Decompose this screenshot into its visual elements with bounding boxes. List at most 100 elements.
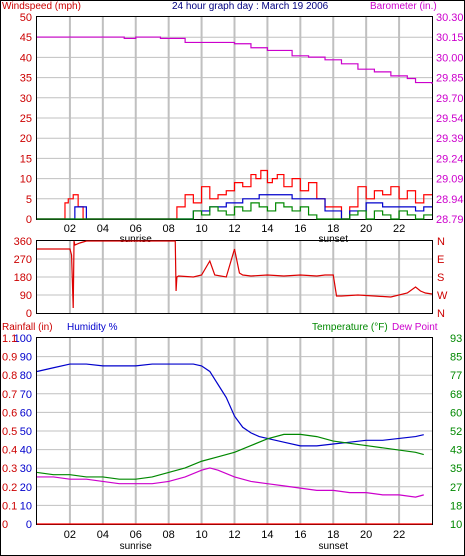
- temperature-tick-label: 85: [450, 352, 462, 364]
- humidity-tick-label: 100: [14, 333, 32, 345]
- rainfall-tick-label: 0.8: [2, 370, 17, 382]
- rainfall-tick-label: 0: [2, 519, 8, 531]
- panel1-right-tick-label: 30.15: [436, 32, 464, 44]
- chart-title: 24 hour graph day : March 19 2006: [172, 1, 329, 12]
- panel3-x-tick-label: 08: [163, 529, 175, 541]
- temperature-line: [36, 433, 424, 480]
- rainfall-tick-label: 0.5: [2, 426, 17, 438]
- dewpoint-line: [37, 467, 424, 498]
- panel1-left-tick-label: 50: [20, 12, 32, 24]
- temperature-axis-label: Temperature (°F): [312, 322, 388, 333]
- panel1-x-tick-label: 20: [360, 223, 372, 235]
- panel1-left-tick-label: 25: [20, 113, 32, 125]
- humidity-tick-label: 50: [20, 426, 32, 438]
- temperature-tick-label: 52: [450, 426, 462, 438]
- panel1-left-tick-label: 40: [20, 52, 32, 64]
- humidity-tick-label: 90: [20, 352, 32, 364]
- panel1-right-tick-label: 29.85: [436, 73, 464, 85]
- panel1-right-tick-label: 29.54: [436, 113, 464, 125]
- humidity-line: [36, 363, 424, 447]
- panel2-left-tick-label: 360: [14, 236, 32, 248]
- humidity-tick-label: 0: [26, 519, 32, 531]
- panel1-left-tick-label: 35: [20, 73, 32, 85]
- panel2-right-tick-label: S: [437, 272, 444, 284]
- panel1-left-tick-label: 30: [20, 93, 32, 105]
- panel1-x-tick-label: 04: [97, 223, 109, 235]
- panel1-sunset-label: sunset: [319, 234, 349, 245]
- panel1-right-tick-label: 29.09: [436, 174, 464, 186]
- panel1-right-tick-label: 29.70: [436, 93, 464, 105]
- panel3-x-tick-label: 14: [261, 529, 273, 541]
- temperature-tick-label: 10: [450, 519, 462, 531]
- barometer-line: [37, 36, 433, 84]
- panel3-x-tick-label: 16: [294, 529, 306, 541]
- panel1-right-tick-label: 28.79: [436, 214, 464, 226]
- panel1-left-tick-label: 45: [20, 32, 32, 44]
- panel1-left-tick-label: 0: [26, 214, 32, 226]
- rainfall-tick-label: 0.3: [2, 463, 17, 475]
- panel1-x-tick-label: 02: [64, 223, 76, 235]
- panel1-right-axis-label: Barometer (in.): [370, 1, 437, 12]
- temperature-tick-label: 18: [450, 500, 462, 512]
- temperature-tick-label: 43: [450, 445, 462, 457]
- panel1-left-tick-label: 20: [20, 133, 32, 145]
- temperature-tick-label: 93: [450, 333, 462, 345]
- rainfall-tick-label: 1.1: [2, 333, 17, 345]
- panel1-right-tick-label: 29.39: [436, 133, 464, 145]
- panel3-sunrise-label: sunrise: [120, 541, 153, 552]
- panel2-left-tick-label: 180: [14, 272, 32, 284]
- dewpoint-axis-label: Dew Point: [392, 322, 438, 333]
- panel1-left-tick-label: 15: [20, 153, 32, 165]
- temperature-tick-label: 60: [450, 407, 462, 419]
- temperature-tick-label: 35: [450, 463, 462, 475]
- humidity-tick-label: 10: [20, 500, 32, 512]
- panel2-right-tick-label: E: [437, 254, 444, 266]
- humidity-tick-label: 20: [20, 482, 32, 494]
- panel1-right-tick-label: 29.24: [436, 153, 464, 165]
- panel3-x-tick-label: 18: [327, 529, 339, 541]
- panel2-left-tick-label: 90: [20, 290, 32, 302]
- panel1-x-tick-label: 14: [261, 223, 273, 235]
- panel3-x-tick-label: 22: [393, 529, 405, 541]
- chart-dynamic-layer: 0 5 10 15 20 25 30 35 40 45 50 28.79 28.94 29.09 29.24…: [2, 12, 464, 552]
- temperature-tick-label: 68: [450, 389, 462, 401]
- panel2-right-tick-label: N: [437, 308, 445, 320]
- panel1-sunrise-label: sunrise: [120, 234, 153, 245]
- rainfall-tick-label: 0.6: [2, 407, 17, 419]
- panel3-x-tick-label: 02: [64, 529, 76, 541]
- panel1-x-tick-label: 22: [393, 223, 405, 235]
- panel2-right-tick-label: N: [437, 236, 445, 248]
- panel3-x-tick-label: 12: [228, 529, 240, 541]
- rainfall-axis-label: Rainfall (in): [2, 322, 53, 333]
- humidity-tick-label: 80: [20, 370, 32, 382]
- panel1-left-axis-label: Windspeed (mph): [2, 1, 81, 12]
- wind-low-line: [37, 202, 432, 220]
- panel3-sunset-label: sunset: [319, 541, 349, 552]
- panel1-x-tick-label: 10: [195, 223, 207, 235]
- panel1-left-tick-label: 5: [26, 194, 32, 206]
- panel3-x-tick-label: 04: [97, 529, 109, 541]
- panel1-x-tick-label: 12: [228, 223, 240, 235]
- panel3-x-tick-label: 10: [195, 529, 207, 541]
- panel1-left-tick-label: 10: [20, 174, 32, 186]
- panel3-x-tick-label: 06: [130, 529, 142, 541]
- rainfall-tick-label: 0.1: [2, 500, 17, 512]
- panel1-x-tick-label: 08: [163, 223, 175, 235]
- panel2-left-tick-label: 0: [26, 308, 32, 320]
- humidity-tick-label: 40: [20, 445, 32, 457]
- panel1-x-tick-label: 06: [130, 223, 142, 235]
- rainfall-tick-label: 0.7: [2, 389, 17, 401]
- panel1-right-tick-label: 30.00: [436, 52, 464, 64]
- humidity-tick-label: 30: [20, 463, 32, 475]
- panel1-right-tick-label: 30.30: [436, 12, 464, 24]
- panel2-left-tick-label: 270: [14, 254, 32, 266]
- rainfall-tick-label: 0.4: [2, 445, 17, 457]
- humidity-axis-label: Humidity %: [67, 322, 118, 333]
- panel1-x-tick-label: 16: [294, 223, 306, 235]
- wind-direction-line: [37, 240, 433, 309]
- panel2-right-tick-label: W: [437, 290, 448, 302]
- rainfall-tick-label: 0.2: [2, 482, 17, 494]
- panel1-x-tick-label: 18: [327, 223, 339, 235]
